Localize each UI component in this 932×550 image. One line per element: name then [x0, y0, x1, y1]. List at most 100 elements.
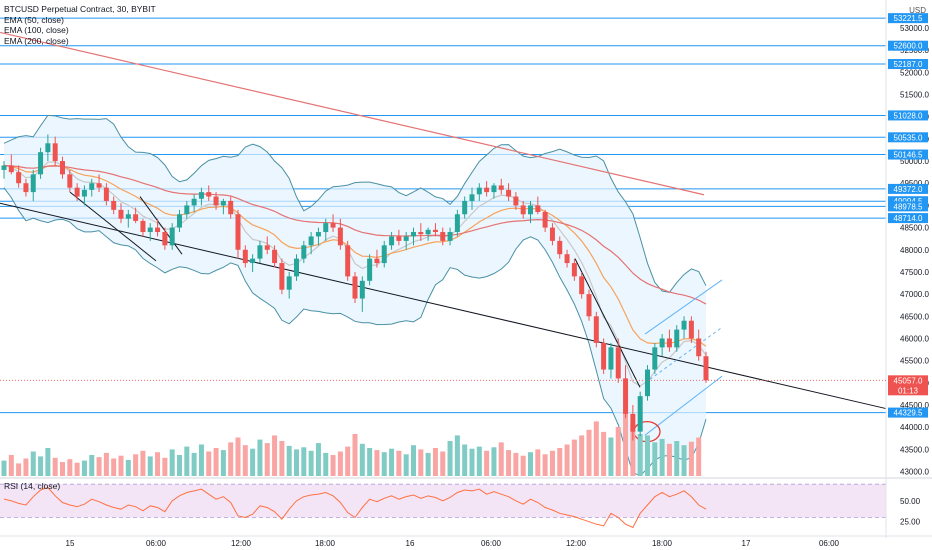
- price-tick-label: 46000.0: [900, 334, 929, 343]
- price-tick-label: 47000.0: [900, 290, 929, 299]
- candle: [118, 209, 124, 219]
- volume-bar: [220, 450, 226, 476]
- downtrend-line: [139, 196, 183, 255]
- volume-bar: [89, 455, 95, 476]
- candle: [81, 189, 87, 197]
- volume-bar: [608, 437, 614, 476]
- volume-bar: [198, 444, 204, 476]
- candle: [103, 187, 109, 201]
- candle: [359, 280, 365, 299]
- level-badge-label: 50146.5: [894, 151, 923, 160]
- candle: [89, 183, 95, 190]
- volume-bar: [352, 434, 358, 476]
- candle: [272, 249, 278, 264]
- level-badge-label: 48714.0: [894, 214, 923, 223]
- ema-50-label[interactable]: EMA (50, close): [4, 14, 64, 25]
- volume-bar: [30, 451, 36, 476]
- price-tick-label: 46500.0: [900, 312, 929, 321]
- level-badge: [888, 149, 928, 160]
- volume-bar: [425, 452, 431, 476]
- candle: [147, 227, 153, 233]
- level-badge: [888, 196, 928, 207]
- volume-bar: [447, 441, 453, 476]
- candle: [235, 214, 241, 250]
- candle: [162, 232, 168, 246]
- candle: [308, 236, 314, 246]
- candle: [520, 205, 526, 215]
- volume-bar: [67, 459, 73, 476]
- volume-bar: [542, 454, 548, 476]
- price-tick-label: 45500.0: [900, 357, 929, 366]
- candle: [418, 232, 424, 235]
- currency-label: USD: [909, 6, 926, 15]
- volume-bar: [60, 462, 65, 476]
- candle: [184, 205, 190, 215]
- volume-bar: [74, 462, 80, 476]
- candle: [403, 236, 409, 241]
- candle: [257, 245, 263, 259]
- band-lower: [3, 187, 707, 477]
- countdown-label: 01:13: [898, 386, 919, 395]
- volume-bar: [133, 454, 139, 476]
- price-tick-label: 43000.0: [900, 468, 929, 477]
- candle: [74, 187, 80, 197]
- level-badge-label: 53221.5: [894, 14, 923, 23]
- ema-200-extension: [0, 31, 705, 196]
- rsi-label[interactable]: RSI (14, close): [4, 481, 61, 491]
- candle: [571, 263, 577, 277]
- time-tick-label: 06:00: [146, 539, 167, 548]
- candle: [659, 338, 665, 348]
- candle: [498, 185, 504, 190]
- rsi-level-25: 25.00: [900, 518, 921, 527]
- volume-bar: [228, 442, 234, 476]
- candle: [506, 189, 512, 197]
- candle: [23, 183, 29, 193]
- volume-bar: [696, 437, 702, 476]
- volume-bar: [330, 455, 336, 476]
- candles: [1, 134, 709, 441]
- volume-bar: [623, 413, 629, 476]
- volume-bars: [1, 413, 702, 476]
- candle: [286, 276, 292, 290]
- channel-mid: [644, 326, 723, 384]
- candle: [60, 161, 65, 175]
- volume-bar: [213, 448, 219, 476]
- volume-bar: [549, 450, 555, 476]
- level-badge-label: 49372.0: [894, 185, 923, 194]
- level-badge-label: 52600.0: [894, 42, 923, 51]
- ema-100-label[interactable]: EMA (100, close): [4, 25, 69, 35]
- candle: [440, 232, 446, 241]
- candle: [484, 187, 490, 193]
- volume-bar: [52, 457, 58, 476]
- candle: [337, 227, 343, 246]
- candle: [703, 356, 709, 381]
- volume-bar: [155, 452, 161, 476]
- volume-bar: [272, 435, 278, 476]
- volume-bar: [103, 452, 109, 476]
- volume-bar: [286, 445, 292, 476]
- candle: [396, 236, 402, 241]
- candle: [330, 223, 336, 228]
- ema-200-label[interactable]: EMA (200, close): [4, 35, 69, 46]
- level-badge-label: 50535.0: [894, 133, 923, 142]
- candle: [623, 378, 629, 414]
- candle: [220, 200, 226, 206]
- volume-bar: [184, 446, 190, 476]
- volume-bar: [432, 448, 438, 476]
- level-badge: [888, 183, 928, 194]
- level-badge: [888, 201, 928, 212]
- candle: [447, 232, 453, 241]
- candle: [381, 245, 387, 264]
- candle: [462, 200, 468, 215]
- candle: [30, 174, 36, 193]
- volume-bar: [177, 455, 182, 476]
- candle: [345, 245, 351, 277]
- candle: [411, 232, 416, 237]
- volume-bar: [630, 424, 636, 476]
- time-tick-label: 18:00: [652, 539, 673, 548]
- volume-bar: [601, 431, 607, 476]
- candle: [425, 229, 431, 235]
- candle: [96, 183, 102, 188]
- volume-bar: [681, 445, 687, 476]
